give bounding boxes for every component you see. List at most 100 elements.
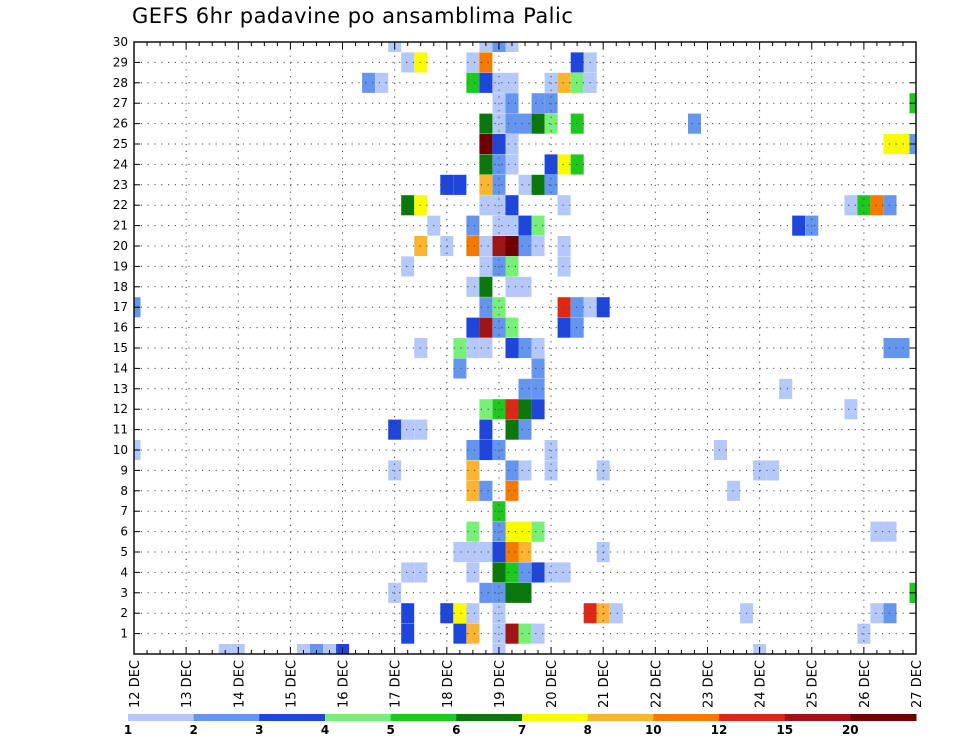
heatmap-cell — [505, 72, 519, 93]
heatmap-cell — [479, 236, 493, 257]
heatmap-cell — [688, 113, 701, 134]
heatmap-cell — [505, 195, 519, 216]
y-tick-label: 16 — [113, 321, 128, 335]
heatmap-cell — [466, 276, 480, 297]
heatmap-cell — [401, 195, 415, 216]
heatmap-cell — [531, 113, 545, 134]
y-tick-label: 11 — [113, 423, 128, 437]
y-tick-label: 22 — [113, 198, 128, 212]
y-tick-label: 10 — [113, 443, 128, 457]
y-tick-label: 3 — [120, 586, 128, 600]
heatmap-cell — [505, 236, 519, 257]
heatmap-cell — [518, 276, 532, 297]
heatmap-cell — [505, 134, 519, 155]
heatmap-cell — [479, 480, 493, 501]
heatmap-cell — [453, 338, 467, 359]
heatmap-cell — [297, 644, 310, 654]
heatmap-cell — [505, 93, 519, 114]
colorbar-label: 3 — [255, 723, 263, 737]
heatmap-cell — [505, 317, 519, 338]
heatmap-cell — [479, 256, 493, 277]
y-tick-label: 5 — [120, 545, 128, 559]
heatmap-cell — [518, 582, 532, 603]
heatmap-cell — [401, 256, 415, 277]
heatmap-cell — [557, 317, 571, 338]
y-tick-label: 9 — [120, 463, 128, 477]
y-tick-label: 27 — [113, 96, 128, 110]
heatmap-cell — [466, 460, 480, 481]
x-tick-label: 20 DEC — [545, 660, 560, 708]
heatmap-cell — [479, 440, 493, 461]
colorbar-swatch — [719, 714, 786, 721]
heatmap-cell — [362, 72, 376, 93]
heatmap-cell — [505, 256, 519, 277]
x-tick-label: 21 DEC — [597, 660, 612, 708]
colorbar-label: 10 — [645, 723, 662, 737]
x-tick-label: 24 DEC — [754, 660, 769, 708]
heatmap-cell — [518, 542, 532, 563]
y-tick-label: 30 — [113, 35, 128, 49]
heatmap-cell — [401, 562, 415, 583]
y-tick-label: 26 — [113, 117, 128, 131]
heatmap-cell — [531, 378, 545, 399]
heatmap-cell — [505, 521, 519, 542]
heatmap-cell — [479, 542, 493, 563]
colorbar-swatch — [522, 714, 589, 721]
heatmap-cell — [870, 195, 884, 216]
heatmap-cell — [531, 521, 545, 542]
plot-frame — [133, 41, 917, 655]
heatmap-cell — [557, 297, 571, 318]
heatmap-cell — [401, 52, 415, 73]
heatmap-cell — [779, 378, 793, 399]
y-tick-label: 23 — [113, 178, 128, 192]
heatmap-cell — [557, 72, 571, 93]
heatmap-cell — [518, 174, 532, 195]
y-tick-label: 19 — [113, 259, 128, 273]
grid-lines — [134, 42, 916, 654]
heatmap-cell — [466, 623, 480, 644]
heatmap-cell — [505, 399, 519, 420]
y-tick-label: 20 — [113, 239, 128, 253]
heatmap-cell — [479, 419, 493, 440]
heatmap-cell — [453, 603, 467, 624]
heatmap-cell — [518, 236, 532, 257]
colorbar-label: 6 — [452, 723, 460, 737]
heatmap-cell — [531, 174, 545, 195]
colorbar-swatch — [653, 714, 720, 721]
heatmap-cell — [466, 317, 480, 338]
x-tick-label: 22 DEC — [649, 660, 664, 708]
heatmap-cell — [531, 399, 545, 420]
y-tick-label: 7 — [120, 504, 128, 518]
heatmap-cell — [792, 215, 806, 236]
heatmap-cell — [518, 460, 532, 481]
heatmap-cell — [870, 521, 884, 542]
heatmap-cell — [479, 297, 493, 318]
y-tick-label: 2 — [120, 606, 128, 620]
heatmap-cell — [310, 644, 323, 654]
heatmap-cell — [505, 42, 519, 52]
x-tick-label: 25 DEC — [806, 660, 821, 708]
y-tick-label: 14 — [113, 361, 128, 375]
y-tick-label: 25 — [113, 137, 128, 151]
y-tick-label: 24 — [113, 157, 128, 171]
heatmap-cell — [401, 623, 415, 644]
x-tick-label: 16 DEC — [337, 660, 352, 708]
colorbar-label: 4 — [321, 723, 329, 737]
heatmap-cell — [557, 562, 571, 583]
heatmap-cell — [466, 542, 480, 563]
heatmap-cell — [505, 338, 519, 359]
heatmap-cell — [505, 623, 519, 644]
heatmap-cell — [505, 562, 519, 583]
y-tick-label: 1 — [120, 627, 128, 641]
heatmap-cell — [844, 195, 858, 216]
colorbar-swatch — [390, 714, 457, 721]
heatmap-cell — [466, 215, 480, 236]
heatmap-cell — [505, 215, 519, 236]
heatmap-cell — [218, 644, 232, 654]
heatmap-cell — [505, 542, 519, 563]
y-tick-label: 28 — [113, 76, 128, 90]
heatmap-cell — [479, 134, 493, 155]
y-tick-label: 4 — [120, 565, 128, 579]
heatmap-cell — [375, 72, 389, 93]
y-tick-label: 8 — [120, 484, 128, 498]
